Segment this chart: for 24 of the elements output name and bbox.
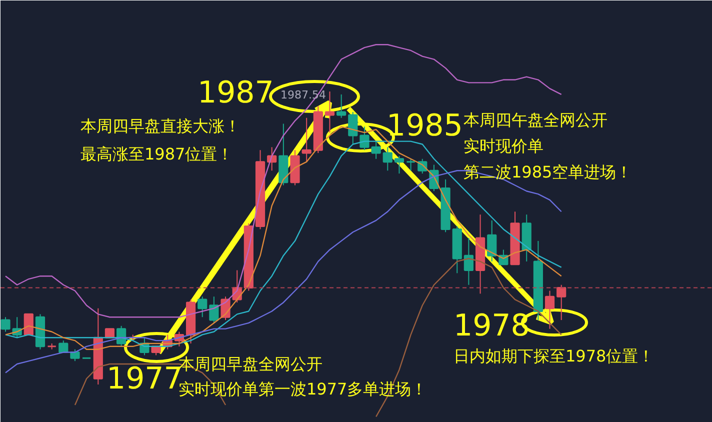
candlestick bbox=[324, 91, 335, 134]
candlestick bbox=[209, 296, 219, 324]
annotation: 本周四早盘直接大涨！ bbox=[80, 116, 240, 136]
candlestick bbox=[198, 296, 208, 318]
candlestick bbox=[556, 284, 566, 321]
candlestick bbox=[348, 112, 358, 145]
candlestick bbox=[70, 348, 80, 362]
annotation: 1985 bbox=[386, 108, 463, 144]
candlestick bbox=[544, 290, 555, 330]
candlestick bbox=[487, 220, 497, 262]
candlestick bbox=[302, 117, 312, 162]
annotation: 实时现价单 bbox=[464, 136, 544, 156]
candlestick bbox=[336, 94, 346, 118]
annotation: 日内如期下探至1978位置！ bbox=[454, 346, 654, 366]
annotation: 1987 bbox=[198, 76, 274, 110]
candlestick bbox=[371, 140, 381, 160]
candlestick bbox=[464, 238, 474, 286]
annotation: 本周四午盘全网公开 bbox=[464, 110, 608, 130]
candlestick bbox=[394, 155, 404, 174]
candlestick bbox=[406, 158, 416, 172]
candlestick bbox=[382, 146, 392, 172]
annotation: 最高涨至1987位置！ bbox=[80, 144, 234, 164]
candlestick bbox=[360, 126, 370, 151]
candlestick bbox=[0, 316, 10, 332]
